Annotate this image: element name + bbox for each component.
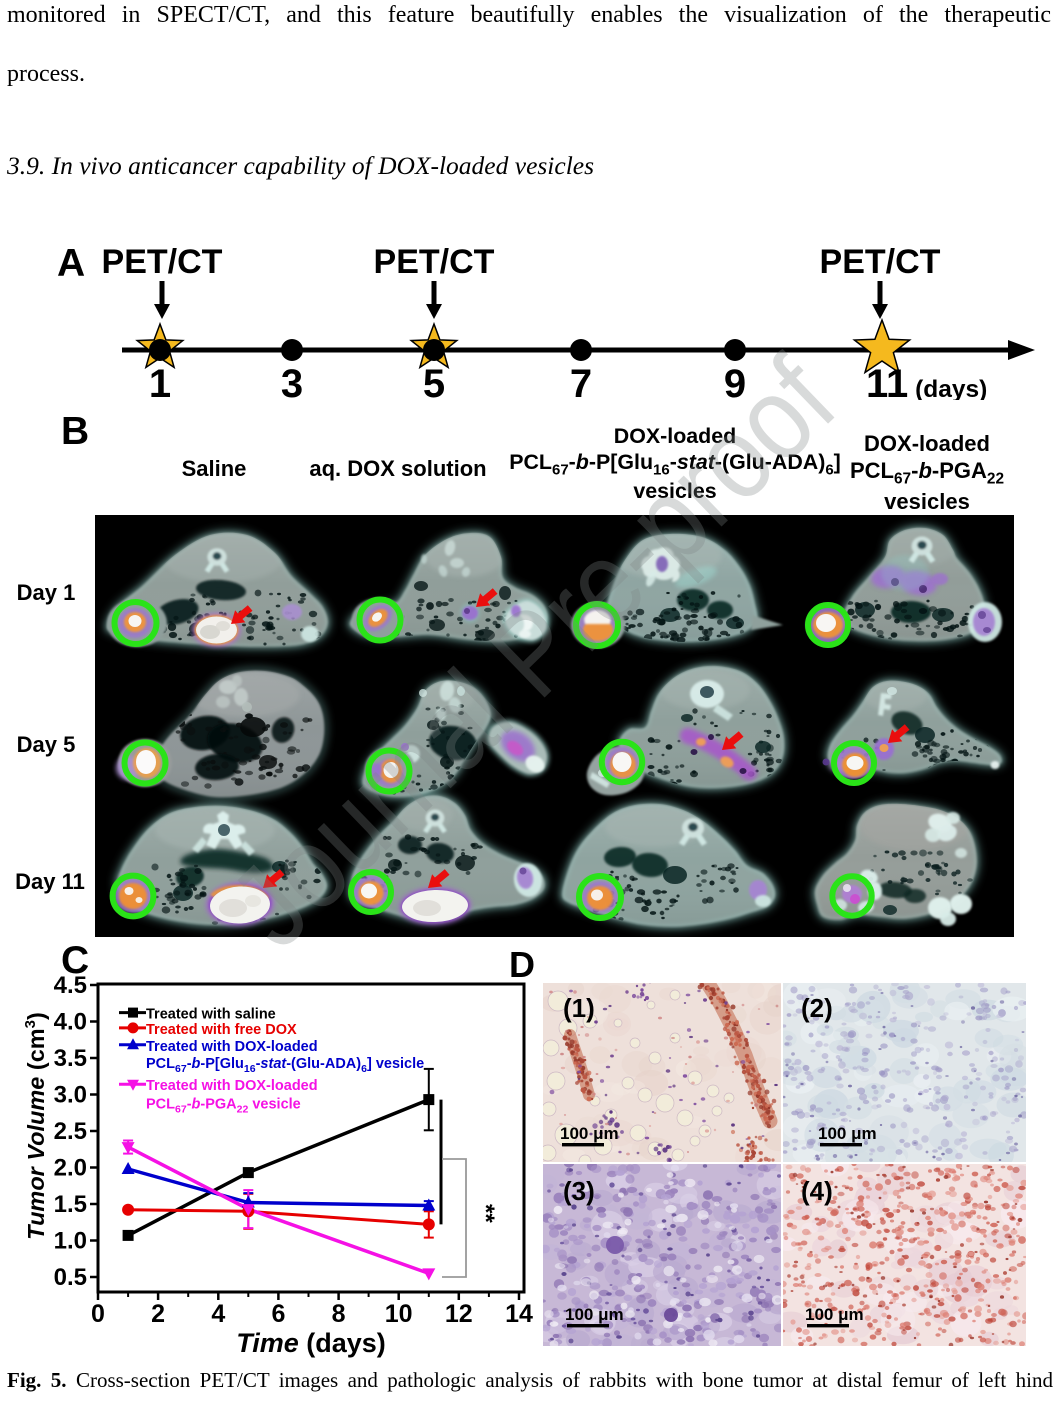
svg-text:6: 6 (271, 1300, 285, 1328)
svg-text:Treated with DOX-loaded: Treated with DOX-loaded (146, 1039, 318, 1055)
svg-text:0.5: 0.5 (54, 1264, 87, 1291)
svg-text:2.0: 2.0 (54, 1155, 87, 1182)
svg-text:Treated with free DOX: Treated with free DOX (146, 1022, 297, 1038)
svg-text:100 μm: 100 μm (565, 1305, 624, 1324)
svg-text:Treated with saline: Treated with saline (146, 1007, 276, 1023)
svg-text:PET/CT: PET/CT (102, 243, 223, 281)
svg-text:9: 9 (724, 362, 746, 400)
svg-text:Time (days): Time (days) (236, 1328, 386, 1358)
svg-text:1: 1 (149, 362, 171, 400)
svg-text:3.0: 3.0 (54, 1082, 87, 1109)
svg-text:Tumor Volume (cm3): Tumor Volume (cm3) (22, 1012, 49, 1240)
svg-text:100 μm: 100 μm (805, 1305, 864, 1324)
svg-text:**: ** (472, 1204, 499, 1223)
svg-text:3.5: 3.5 (54, 1045, 87, 1072)
svg-text:7: 7 (570, 362, 592, 400)
svg-text:14: 14 (505, 1300, 533, 1328)
svg-text:100 μm: 100 μm (560, 1124, 619, 1143)
svg-text:8: 8 (332, 1300, 346, 1328)
svg-text:A: A (57, 242, 85, 285)
svg-text:12: 12 (445, 1300, 473, 1328)
svg-text:PCL67​-b-P[Glu16​-stat-(Glu-AD: PCL67​-b-P[Glu16​-stat-(Glu-ADA)6​] vesi… (146, 1056, 424, 1075)
svg-text:4.5: 4.5 (54, 972, 87, 999)
svg-text:PET/CT: PET/CT (820, 243, 941, 281)
svg-text:0: 0 (91, 1300, 105, 1328)
svg-text:PCL67​-b-PGA22​ vesicle: PCL67​-b-PGA22​ vesicle (146, 1096, 301, 1115)
svg-text:2: 2 (151, 1300, 165, 1328)
svg-text:(2): (2) (801, 993, 833, 1023)
svg-text:11 (days): 11 (days) (866, 362, 987, 400)
svg-text:(3): (3) (563, 1176, 595, 1206)
svg-text:1.5: 1.5 (54, 1191, 87, 1218)
svg-text:1.0: 1.0 (54, 1228, 87, 1255)
svg-text:100 μm: 100 μm (818, 1124, 877, 1143)
svg-text:(1): (1) (563, 993, 595, 1023)
svg-text:(4): (4) (801, 1176, 833, 1206)
svg-text:PET/CT: PET/CT (374, 243, 495, 281)
svg-text:4: 4 (211, 1300, 225, 1328)
svg-text:10: 10 (385, 1300, 413, 1328)
svg-text:3: 3 (281, 362, 303, 400)
svg-text:2.5: 2.5 (54, 1118, 87, 1145)
svg-text:4.0: 4.0 (54, 1009, 87, 1036)
svg-text:5: 5 (423, 362, 445, 400)
svg-text:Treated with DOX-loaded: Treated with DOX-loaded (146, 1078, 318, 1094)
